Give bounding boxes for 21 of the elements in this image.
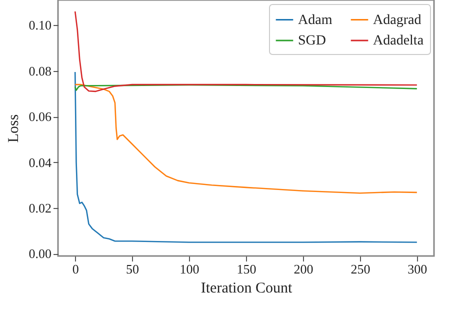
- y-tick-label: 0.02: [28, 200, 52, 216]
- x-tick-label: 200: [294, 262, 314, 276]
- x-tick-label: 250: [350, 262, 370, 276]
- y-tick-label: 0.00: [28, 246, 52, 262]
- line-series: [74, 71, 418, 243]
- y-tick-label: 0.06: [28, 109, 52, 124]
- legend-label: Adagrad: [373, 12, 422, 28]
- y-axis-title: Loss: [6, 114, 22, 143]
- x-tick-label: 100: [180, 262, 200, 276]
- legend-label: Adadelta: [373, 34, 424, 48]
- y-tick-label: 0.10: [28, 18, 52, 33]
- x-tick-label: 150: [236, 262, 256, 276]
- y-tick-label: 0.08: [28, 63, 52, 78]
- x-tick-label: 50: [126, 262, 140, 276]
- legend-label: Adam: [298, 12, 332, 28]
- line-series: [74, 84, 418, 194]
- y-tick-label: 0.04: [28, 154, 52, 170]
- legend-label: SGD: [298, 34, 326, 48]
- x-axis-title: Iteration Count: [200, 280, 293, 296]
- x-tick-label: 0: [72, 262, 79, 276]
- x-tick-label: 300: [408, 262, 428, 276]
